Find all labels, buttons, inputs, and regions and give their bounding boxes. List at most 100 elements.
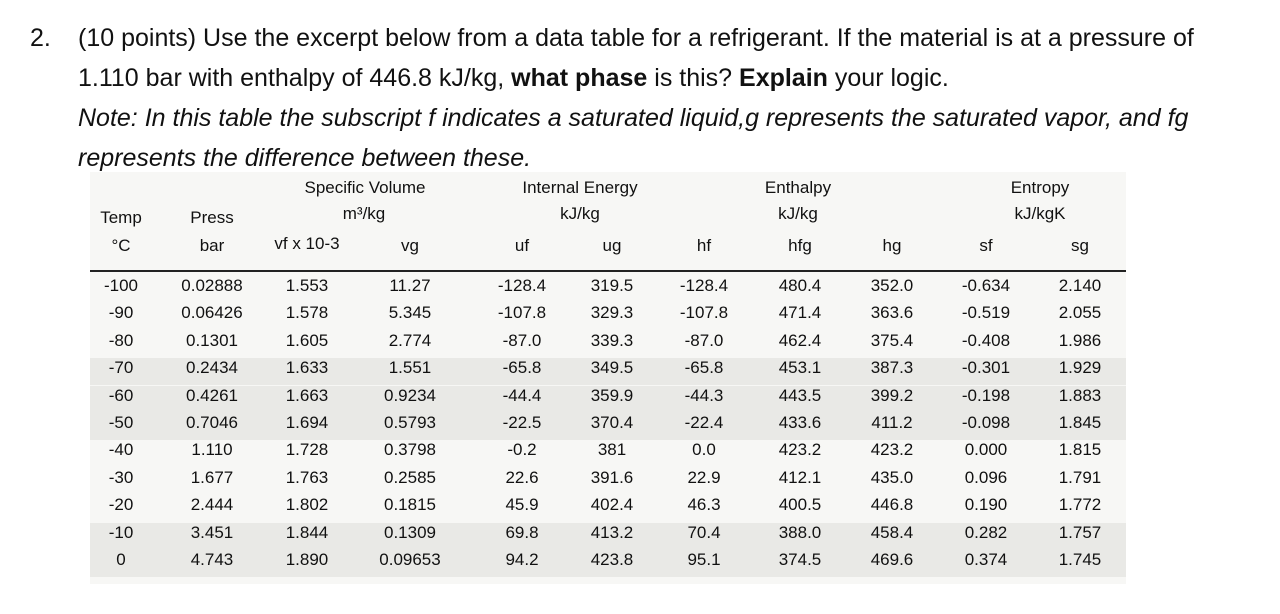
table-cell: 363.6 bbox=[870, 303, 914, 323]
table-cell: 423.8 bbox=[590, 550, 634, 569]
question-number: 2. bbox=[30, 24, 51, 52]
table-cell: 0.9234 bbox=[384, 385, 436, 405]
table-cell: -0.301 bbox=[961, 358, 1011, 378]
table-cell: 0.09653 bbox=[379, 550, 441, 569]
col-temp: Temp bbox=[100, 208, 142, 227]
table-cell: -90 bbox=[108, 303, 134, 323]
table-cell: 2.140 bbox=[1058, 276, 1102, 295]
table-cell: 1.605 bbox=[285, 330, 329, 350]
table-cell: -128.4 bbox=[679, 276, 729, 295]
col-hfg: hfg bbox=[788, 236, 812, 255]
table-cell: 0.000 bbox=[964, 440, 1008, 460]
group-entropy: Entropy bbox=[1010, 178, 1070, 197]
table-cell: 1.791 bbox=[1058, 467, 1102, 487]
note-sub-fg: fg bbox=[1167, 104, 1189, 132]
group-enthalpy: Enthalpy bbox=[764, 178, 832, 197]
group-enthalpy-unit: kJ/kg bbox=[778, 204, 818, 223]
table-cell: -80 bbox=[108, 330, 134, 350]
table-cell: 0 bbox=[116, 550, 126, 569]
table-cell: -87.0 bbox=[502, 330, 542, 350]
table-row: -70 0.2434 1.633 1.551 -65.8 349.5 -65.8 453.1 3… bbox=[90, 358, 1126, 386]
table-cell: 45.9 bbox=[505, 495, 539, 515]
table-cell: -50 bbox=[108, 413, 134, 432]
col-hg: hg bbox=[882, 236, 902, 255]
table-cell: 3.451 bbox=[190, 522, 234, 542]
table-cell: 1.728 bbox=[285, 440, 329, 460]
question-prompt: (10 points) Use the excerpt below from a… bbox=[78, 24, 1194, 92]
table-cell: 1.551 bbox=[388, 358, 432, 378]
table-cell: -0.634 bbox=[961, 276, 1011, 295]
table-cell: -87.0 bbox=[684, 330, 724, 350]
table-cell: -70 bbox=[108, 358, 134, 378]
table-cell: 1.986 bbox=[1058, 330, 1102, 350]
table-cell: 1.757 bbox=[1058, 522, 1102, 542]
table-cell: 69.8 bbox=[505, 522, 539, 542]
table-cell: -65.8 bbox=[502, 358, 542, 378]
table-cell: 400.5 bbox=[778, 495, 822, 515]
table-cell: 1.929 bbox=[1058, 358, 1102, 378]
col-sf: sf bbox=[979, 236, 993, 255]
table-cell: 2.444 bbox=[190, 495, 234, 515]
table-cell: 0.2434 bbox=[186, 358, 238, 378]
table-cell: 0.1815 bbox=[384, 495, 436, 515]
table-cell: 388.0 bbox=[778, 522, 822, 542]
table-cell: -107.8 bbox=[497, 303, 547, 323]
table-cell: 0.06426 bbox=[181, 303, 243, 323]
group-internal-energy-unit: kJ/kg bbox=[560, 204, 600, 223]
table-cell: 1.763 bbox=[285, 467, 329, 487]
table-cell: 0.096 bbox=[964, 467, 1008, 487]
table-cell: 0.4261 bbox=[186, 385, 238, 405]
table-cell: 1.890 bbox=[285, 550, 329, 569]
table-cell: 329.3 bbox=[590, 303, 634, 323]
table-row: -90 0.06426 1.578 5.345 -107.8 329.3 -107.8 471… bbox=[90, 303, 1126, 330]
question-end: your logic. bbox=[827, 64, 949, 92]
group-specific-volume-unit: m³/kg bbox=[342, 204, 386, 223]
table-cell: -0.2 bbox=[507, 440, 537, 460]
table-cell: 387.3 bbox=[870, 358, 914, 378]
question-text: (10 points) Use the excerpt below from a… bbox=[78, 18, 1258, 178]
table-cell: 0.7046 bbox=[186, 413, 238, 432]
table-row: -80 0.1301 1.605 2.774 -87.0 339.3 -87.0 462.4 3… bbox=[90, 331, 1126, 358]
table-cell: 4.743 bbox=[190, 550, 234, 569]
table-row: -30 1.677 1.763 0.2585 22.6 391.6 22.9 412.1 435… bbox=[90, 468, 1126, 495]
table-cell: 1.578 bbox=[285, 303, 329, 323]
table-cell: 0.1309 bbox=[384, 522, 436, 542]
table-cell: 458.4 bbox=[870, 522, 914, 542]
question-bold-phase: what phase bbox=[511, 64, 648, 92]
table-cell: -0.198 bbox=[961, 385, 1011, 405]
table-cell: 1.815 bbox=[1058, 440, 1102, 460]
table-cell: -107.8 bbox=[679, 303, 729, 323]
table-cell: 0.2585 bbox=[384, 467, 436, 487]
question-bold-explain: Explain bbox=[739, 64, 828, 92]
table-cell: 0.282 bbox=[964, 522, 1008, 542]
table-cell: -128.4 bbox=[497, 276, 547, 295]
table-cell: -44.3 bbox=[684, 385, 724, 405]
table-cell: 375.4 bbox=[870, 330, 914, 350]
col-sg: sg bbox=[1071, 236, 1089, 255]
group-internal-energy: Internal Energy bbox=[522, 178, 638, 197]
note-sub-f: f bbox=[428, 104, 436, 132]
table-row: 0 4.743 1.890 0.09653 94.2 423.8 95.1 374.5 469.… bbox=[90, 550, 1126, 577]
col-ug: ug bbox=[602, 236, 622, 255]
table-cell: 319.5 bbox=[590, 276, 634, 295]
table-cell: 413.2 bbox=[590, 522, 634, 542]
col-vf: vf x 10-3 bbox=[274, 234, 340, 253]
table-cell: 471.4 bbox=[778, 303, 822, 323]
table-cell: 443.5 bbox=[778, 385, 822, 405]
note-part-a: Note: In this table the subscript bbox=[78, 104, 429, 132]
table-cell: 5.345 bbox=[388, 303, 432, 323]
table-cell: 0.0 bbox=[692, 440, 716, 460]
table-cell: 0.5793 bbox=[384, 413, 436, 432]
table-cell: 1.694 bbox=[285, 413, 329, 432]
question-mid: is this? bbox=[647, 64, 740, 92]
table-cell: -40 bbox=[108, 440, 134, 460]
table-cell: -44.4 bbox=[502, 385, 542, 405]
table-row: -10 3.451 1.844 0.1309 69.8 413.2 70.4 388.0 458… bbox=[90, 522, 1126, 550]
table-cell: -22.4 bbox=[684, 413, 724, 432]
table-cell: 480.4 bbox=[778, 276, 822, 295]
question-note: Note: In this table the subscript f indi… bbox=[78, 104, 1188, 172]
table-cell: 462.4 bbox=[778, 330, 822, 350]
group-specific-volume: Specific Volume bbox=[304, 178, 426, 197]
table-cell: 1.633 bbox=[285, 358, 329, 378]
table-cell: 1.883 bbox=[1058, 385, 1102, 405]
